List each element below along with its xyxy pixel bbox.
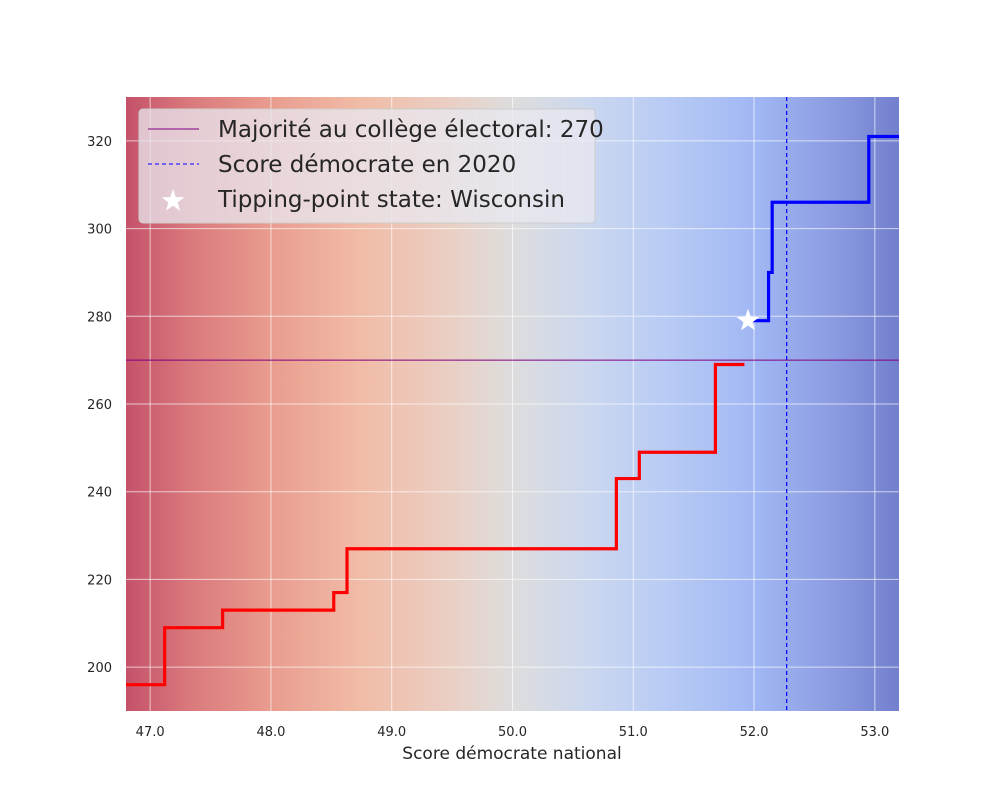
- y-tick-label: 280: [87, 310, 112, 325]
- reference-lines: [126, 97, 899, 711]
- y-tick-labels: 200 220 240 260 280 300 320: [87, 135, 112, 676]
- x-tick-label: 48.0: [256, 725, 285, 740]
- x-tick-label: 50.0: [498, 725, 527, 740]
- tipping-point-star-icon: [736, 308, 760, 331]
- x-tick-label: 51.0: [619, 725, 648, 740]
- series-line-red: [126, 362, 745, 687]
- series-group: [126, 134, 899, 687]
- legend-label-majority: Majorité au collège électoral: 270: [218, 117, 604, 143]
- y-tick-label: 320: [87, 135, 112, 150]
- y-tick-label: 220: [87, 573, 112, 588]
- legend-box: [138, 108, 596, 224]
- y-tick-label: 300: [87, 223, 112, 238]
- x-tick-label: 52.0: [740, 725, 769, 740]
- x-axis-title: Score démocrate national: [402, 744, 621, 764]
- series-line-blue: [744, 134, 899, 323]
- y-tick-label: 240: [87, 486, 112, 501]
- legend-label-2020: Score démocrate en 2020: [218, 152, 516, 178]
- markers: [736, 308, 760, 331]
- y-tick-label: 200: [87, 661, 112, 676]
- x-tick-label: 53.0: [860, 725, 889, 740]
- legend-star-icon: [161, 189, 185, 211]
- x-tick-label: 49.0: [377, 725, 406, 740]
- legend: Majorité au collège électoral: 270 Score…: [138, 108, 604, 224]
- x-tick-labels: 47.0 48.0 49.0 50.0 51.0 52.0 53.0: [136, 725, 890, 740]
- legend-label-tipping-point: Tipping-point state: Wisconsin: [217, 187, 565, 213]
- x-tick-label: 47.0: [136, 725, 165, 740]
- y-tick-label: 260: [87, 398, 112, 413]
